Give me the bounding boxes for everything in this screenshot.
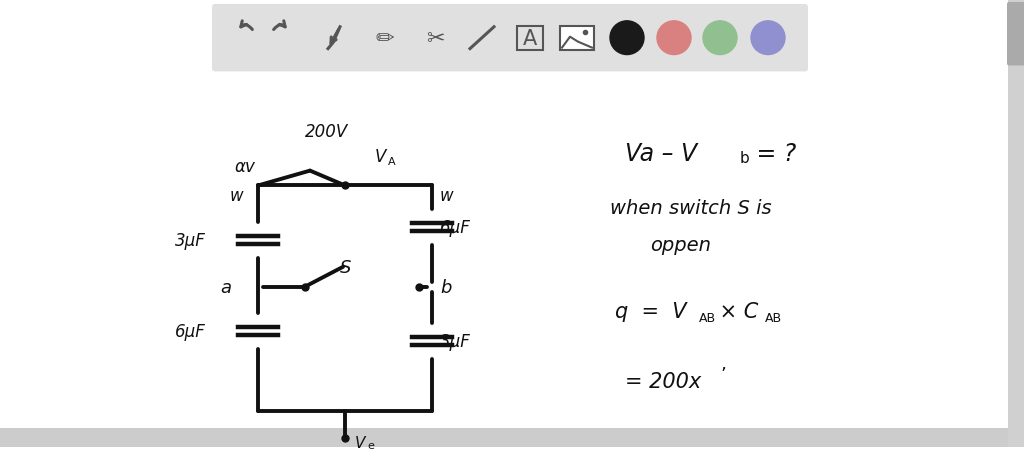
Text: b: b bbox=[740, 151, 750, 166]
Text: 200V: 200V bbox=[305, 123, 348, 141]
Text: w: w bbox=[230, 187, 244, 205]
Text: Va – V: Va – V bbox=[625, 142, 697, 166]
Text: × C: × C bbox=[713, 302, 759, 322]
FancyBboxPatch shape bbox=[0, 428, 1008, 447]
Text: ✏: ✏ bbox=[376, 28, 394, 49]
Text: 6μF: 6μF bbox=[440, 219, 471, 237]
Text: AB: AB bbox=[699, 311, 716, 324]
Text: 3μF: 3μF bbox=[440, 332, 471, 350]
Text: S: S bbox=[340, 258, 351, 276]
Text: 3μF: 3μF bbox=[175, 231, 206, 249]
Text: 6μF: 6μF bbox=[175, 322, 206, 341]
Text: oppen: oppen bbox=[650, 236, 711, 255]
Text: w: w bbox=[440, 187, 454, 205]
Text: AB: AB bbox=[765, 311, 782, 324]
FancyBboxPatch shape bbox=[212, 5, 808, 72]
Text: V: V bbox=[355, 435, 366, 450]
Text: ʼ: ʼ bbox=[720, 365, 726, 383]
Text: when switch S is: when switch S is bbox=[610, 198, 772, 217]
Text: a: a bbox=[220, 278, 231, 296]
Circle shape bbox=[703, 22, 737, 55]
FancyBboxPatch shape bbox=[1008, 0, 1024, 447]
Text: b: b bbox=[440, 278, 452, 296]
Text: αv: αv bbox=[234, 157, 256, 175]
Text: V: V bbox=[375, 147, 386, 166]
Text: = ?: = ? bbox=[749, 142, 797, 166]
Circle shape bbox=[751, 22, 785, 55]
Text: ✂: ✂ bbox=[426, 28, 444, 49]
Circle shape bbox=[610, 22, 644, 55]
Text: A: A bbox=[388, 156, 395, 166]
FancyBboxPatch shape bbox=[1007, 3, 1024, 66]
Circle shape bbox=[657, 22, 691, 55]
Text: = 200x: = 200x bbox=[625, 371, 701, 391]
Text: e: e bbox=[367, 440, 374, 451]
Text: q  =  V: q = V bbox=[615, 302, 686, 322]
FancyBboxPatch shape bbox=[560, 27, 594, 51]
Text: A: A bbox=[523, 28, 538, 49]
